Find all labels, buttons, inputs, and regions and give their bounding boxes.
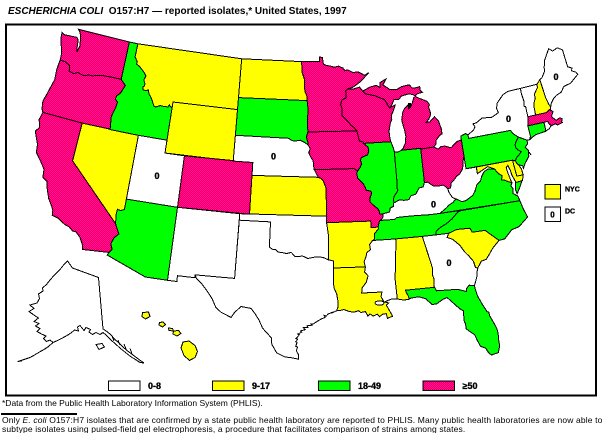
svg-text:0: 0 [553,72,558,82]
svg-text:0: 0 [506,114,511,124]
svg-text:0: 0 [550,211,555,220]
svg-text:0: 0 [431,200,436,210]
svg-text:≥50: ≥50 [463,381,478,391]
svg-text:0: 0 [446,258,451,268]
svg-text:9-17: 9-17 [252,381,270,391]
svg-text:DC: DC [565,209,575,216]
svg-text:0: 0 [271,152,276,162]
svg-text:0-8: 0-8 [148,381,161,391]
svg-text:18-49: 18-49 [358,381,381,391]
svg-text:NYC: NYC [565,187,580,194]
svg-text:0: 0 [154,171,159,181]
